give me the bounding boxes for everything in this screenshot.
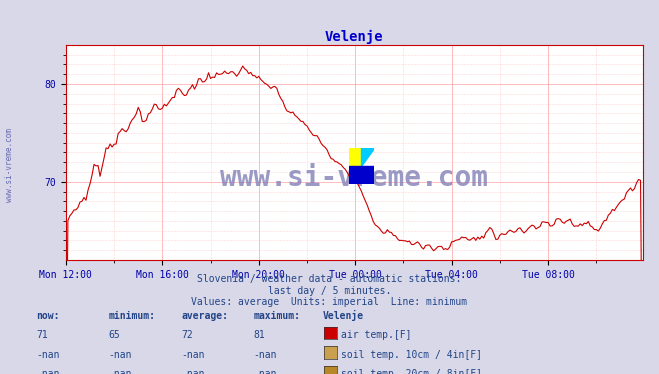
Text: -nan: -nan — [36, 350, 60, 359]
Title: Velenje: Velenje — [325, 30, 384, 44]
Text: 65: 65 — [109, 330, 121, 340]
Text: 81: 81 — [254, 330, 266, 340]
Text: soil temp. 20cm / 8in[F]: soil temp. 20cm / 8in[F] — [341, 369, 482, 374]
Text: -nan: -nan — [254, 369, 277, 374]
Text: air temp.[F]: air temp.[F] — [341, 330, 412, 340]
Text: www.si-vreme.com: www.si-vreme.com — [5, 128, 14, 202]
Text: average:: average: — [181, 311, 228, 321]
Polygon shape — [349, 166, 374, 184]
Text: Values: average  Units: imperial  Line: minimum: Values: average Units: imperial Line: mi… — [191, 297, 468, 307]
Text: now:: now: — [36, 311, 60, 321]
Text: -nan: -nan — [36, 369, 60, 374]
Text: maximum:: maximum: — [254, 311, 301, 321]
Text: 72: 72 — [181, 330, 193, 340]
Text: -nan: -nan — [109, 350, 132, 359]
Text: soil temp. 10cm / 4in[F]: soil temp. 10cm / 4in[F] — [341, 350, 482, 359]
Polygon shape — [349, 148, 361, 166]
Text: last day / 5 minutes.: last day / 5 minutes. — [268, 286, 391, 295]
Text: -nan: -nan — [181, 350, 205, 359]
Polygon shape — [361, 148, 374, 166]
Text: www.si-vreme.com: www.si-vreme.com — [220, 164, 488, 192]
Text: Velenje: Velenje — [323, 310, 364, 321]
Text: Slovenia / weather data - automatic stations.: Slovenia / weather data - automatic stat… — [197, 275, 462, 284]
Text: minimum:: minimum: — [109, 311, 156, 321]
Text: -nan: -nan — [181, 369, 205, 374]
Text: -nan: -nan — [254, 350, 277, 359]
Text: -nan: -nan — [109, 369, 132, 374]
Text: 71: 71 — [36, 330, 48, 340]
